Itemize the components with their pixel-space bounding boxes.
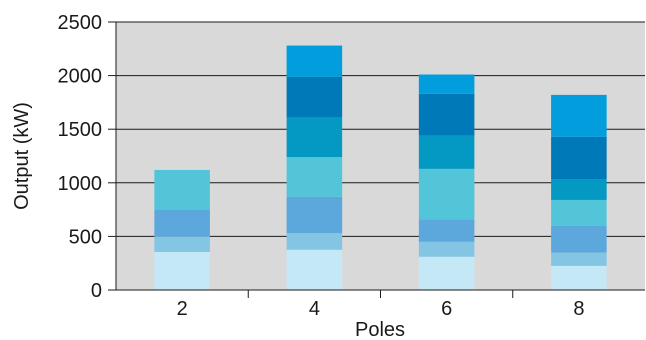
bar-segment — [418, 168, 475, 220]
x-tick-label: 6 — [441, 298, 452, 320]
bar-segment — [154, 251, 210, 290]
bar-segment — [154, 236, 210, 252]
y-tick-label: 500 — [69, 226, 102, 248]
y-tick-label: 0 — [91, 280, 102, 302]
bar-segment — [551, 252, 607, 266]
bar-segment — [154, 169, 210, 210]
x-axis-ticks: 2 4 6 8 — [177, 290, 584, 320]
bar-segment — [286, 117, 343, 158]
bar-segment — [551, 199, 607, 226]
x-tick-label: 8 — [573, 298, 584, 320]
bar-segment — [418, 93, 475, 136]
bar-segment — [551, 225, 607, 253]
x-tick-label: 2 — [177, 298, 188, 320]
bar-segment — [551, 94, 607, 137]
bar-segment — [551, 179, 607, 200]
bar-segment — [286, 249, 343, 290]
bar-segment — [418, 219, 475, 242]
y-tick-label: 2500 — [58, 12, 103, 34]
bar-segment — [551, 265, 607, 290]
bar-segment — [418, 256, 475, 290]
bar-segment — [286, 76, 343, 118]
bar-segment — [551, 136, 607, 180]
bar-segment — [286, 45, 343, 77]
y-axis-ticks: 0 500 1000 1500 2000 2500 — [58, 12, 116, 302]
bar-segment — [418, 135, 475, 169]
y-axis-label: Output (kW) — [11, 102, 33, 210]
y-tick-label: 1000 — [58, 173, 103, 195]
bars — [154, 45, 607, 290]
bar-segment — [154, 209, 210, 237]
bar-segment — [418, 74, 475, 94]
x-axis-label: Poles — [355, 319, 405, 340]
bar-segment — [418, 241, 475, 257]
bar-segment — [286, 157, 343, 197]
y-tick-label: 2000 — [58, 66, 103, 88]
bar-segment — [286, 196, 343, 234]
bar-segment — [286, 233, 343, 250]
y-tick-label: 1500 — [58, 119, 103, 141]
x-tick-label: 4 — [309, 298, 320, 320]
